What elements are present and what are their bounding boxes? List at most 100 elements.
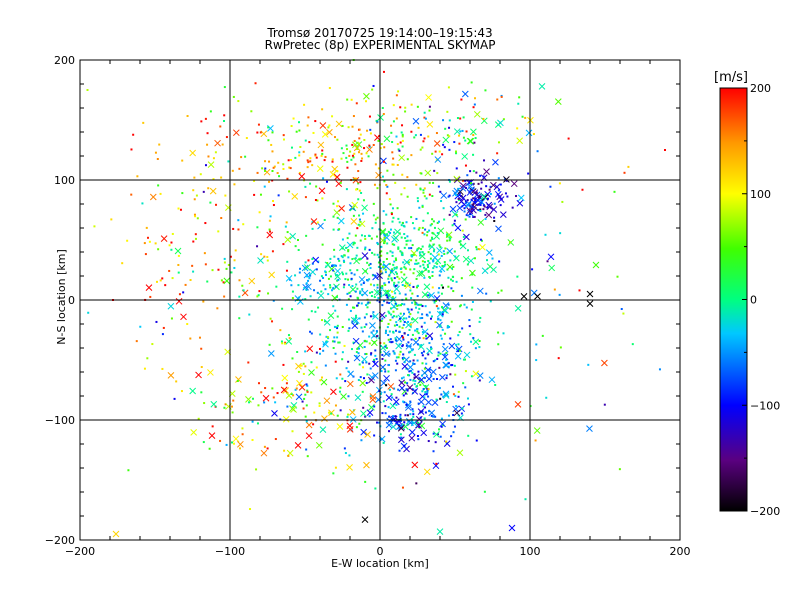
data-point — [406, 414, 409, 417]
data-point — [238, 167, 241, 170]
data-point — [394, 415, 397, 418]
data-point — [417, 262, 420, 265]
data-point — [410, 103, 413, 106]
data-point — [161, 333, 164, 336]
data-point — [425, 393, 428, 396]
data-point-x — [592, 261, 600, 269]
data-point — [405, 243, 408, 246]
data-point-x — [371, 372, 379, 379]
data-point — [266, 255, 269, 258]
data-point — [440, 337, 443, 340]
data-point — [438, 244, 441, 247]
data-point — [219, 439, 222, 442]
data-point — [385, 213, 388, 216]
y-tick-label: −200 — [45, 534, 75, 547]
data-point — [359, 133, 362, 136]
data-point — [444, 263, 447, 266]
data-point — [411, 292, 414, 295]
data-point — [334, 360, 337, 363]
data-point — [443, 253, 446, 256]
data-point — [457, 197, 460, 200]
data-point — [345, 303, 348, 306]
data-point — [386, 169, 389, 172]
data-point-x — [419, 393, 426, 400]
data-point — [387, 338, 390, 341]
data-point — [283, 342, 286, 345]
data-point — [329, 286, 332, 289]
data-point — [385, 192, 388, 195]
data-point — [391, 243, 394, 246]
data-point — [474, 198, 477, 201]
data-point — [469, 333, 472, 336]
data-point — [343, 344, 346, 347]
data-point — [389, 231, 392, 234]
data-point — [232, 227, 235, 230]
data-point — [194, 237, 197, 240]
data-point-x — [453, 128, 461, 135]
data-point — [396, 207, 399, 210]
data-point — [370, 352, 373, 355]
data-point — [186, 323, 189, 326]
data-point-x — [442, 136, 450, 144]
data-point-x — [375, 289, 383, 296]
data-point — [472, 197, 475, 200]
data-point — [403, 284, 406, 287]
data-point — [383, 240, 386, 243]
data-point — [360, 234, 363, 237]
data-point-x — [412, 339, 420, 346]
data-point — [309, 330, 312, 333]
data-point-x — [554, 98, 562, 105]
data-point — [581, 188, 584, 191]
data-point — [468, 325, 471, 328]
data-point — [386, 185, 389, 188]
data-point — [168, 269, 171, 272]
data-point — [349, 295, 352, 298]
data-point — [484, 213, 487, 216]
data-point-x — [282, 387, 290, 394]
data-point — [449, 373, 452, 376]
data-point — [622, 312, 625, 315]
data-point — [373, 296, 376, 299]
data-point — [399, 312, 402, 315]
data-point — [445, 440, 448, 443]
data-point — [368, 362, 371, 365]
data-point — [439, 324, 442, 327]
data-point — [394, 369, 397, 372]
data-point — [422, 191, 425, 194]
data-point — [341, 256, 344, 259]
data-point — [402, 336, 405, 339]
data-point — [450, 364, 453, 367]
data-point — [479, 316, 482, 319]
data-point — [380, 270, 383, 273]
data-point-x — [351, 322, 359, 330]
data-point — [404, 293, 407, 296]
data-point — [423, 116, 426, 119]
data-point — [170, 241, 173, 244]
data-point — [272, 199, 275, 202]
data-point — [245, 137, 248, 140]
data-point — [253, 179, 256, 182]
data-point-x — [405, 342, 413, 350]
data-point — [423, 377, 426, 380]
data-point — [392, 157, 395, 160]
data-point-x — [514, 305, 522, 312]
data-point-x — [436, 310, 444, 318]
data-point — [448, 194, 451, 197]
data-point — [273, 165, 276, 168]
data-point — [401, 357, 404, 360]
data-point — [381, 284, 384, 287]
data-point — [334, 466, 337, 469]
data-point — [220, 217, 223, 220]
data-point — [143, 367, 146, 370]
data-point — [318, 404, 321, 407]
data-point — [366, 261, 369, 264]
data-point — [469, 213, 472, 216]
data-point — [342, 259, 345, 262]
data-point — [322, 177, 325, 180]
data-point — [287, 334, 290, 337]
data-point-x — [309, 268, 317, 276]
data-point — [306, 455, 309, 458]
data-point — [438, 150, 441, 153]
data-point-x — [267, 124, 274, 132]
data-point — [403, 233, 406, 236]
